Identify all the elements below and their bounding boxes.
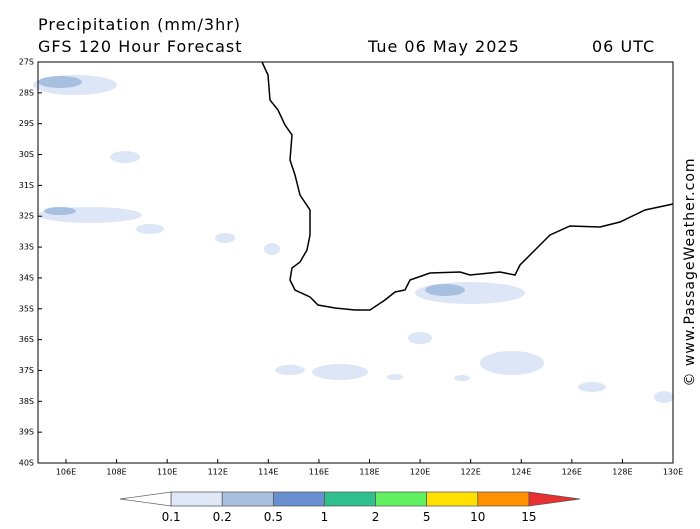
lon-label: 118E	[359, 468, 379, 477]
lat-label: 29S	[19, 119, 34, 128]
colorbar-segment	[477, 491, 530, 507]
lat-label: 32S	[19, 212, 34, 221]
lon-label: 110E	[157, 468, 177, 477]
model: GFS 120 Hour Forecast	[38, 37, 243, 56]
colorbar-segment	[426, 491, 479, 507]
colorbar-segment	[272, 491, 325, 507]
lon-label: 120E	[410, 468, 430, 477]
coastline	[261, 61, 674, 311]
lat-label: 33S	[19, 243, 34, 252]
lat-label: 28S	[19, 88, 34, 97]
lon-label: 108E	[106, 468, 126, 477]
lat-label: 37S	[19, 366, 34, 375]
lat-label: 27S	[19, 58, 34, 67]
lon-label: 122E	[461, 468, 481, 477]
lat-label: 31S	[19, 181, 34, 190]
precip-areas	[33, 75, 674, 403]
lat-label: 34S	[19, 273, 34, 282]
lon-label: 114E	[258, 468, 278, 477]
title: Precipitation (mm/3hr)	[38, 15, 241, 34]
lat-label: 38S	[19, 397, 34, 406]
lon-label: 112E	[208, 468, 228, 477]
map-frame	[37, 61, 674, 464]
colorbar-segment	[528, 491, 581, 507]
date: Tue 06 May 2025	[367, 37, 520, 56]
colorbar-label: 2	[372, 510, 380, 524]
lat-label: 30S	[19, 150, 34, 159]
credit: © www.PassageWeather.com	[682, 157, 698, 386]
lon-label: 116E	[309, 468, 329, 477]
lon-label: 128E	[612, 468, 632, 477]
colorbar-segment	[324, 491, 376, 507]
colorbar-segment	[375, 491, 428, 507]
lon-label: 124E	[511, 468, 531, 477]
colorbar-segment	[119, 491, 172, 507]
colorbar-segment	[170, 491, 223, 507]
colorbar-label: 0.2	[213, 510, 232, 524]
colorbar-label: 0.1	[162, 510, 181, 524]
time: 06 UTC	[592, 37, 655, 56]
lat-label: 36S	[19, 335, 34, 344]
lon-label: 106E	[56, 468, 76, 477]
colorbar-label: 15	[521, 510, 536, 524]
colorbar-label: 5	[423, 510, 431, 524]
lon-label: 130E	[663, 468, 683, 477]
colorbar-label: 1	[321, 510, 329, 524]
colorbar-label: 0.5	[264, 510, 283, 524]
lat-label: 40S	[19, 459, 34, 468]
colorbar-label: 10	[470, 510, 485, 524]
lat-label: 35S	[19, 304, 34, 313]
colorbar-segment	[221, 491, 274, 507]
lat-label: 39S	[19, 428, 34, 437]
lon-label: 126E	[562, 468, 582, 477]
